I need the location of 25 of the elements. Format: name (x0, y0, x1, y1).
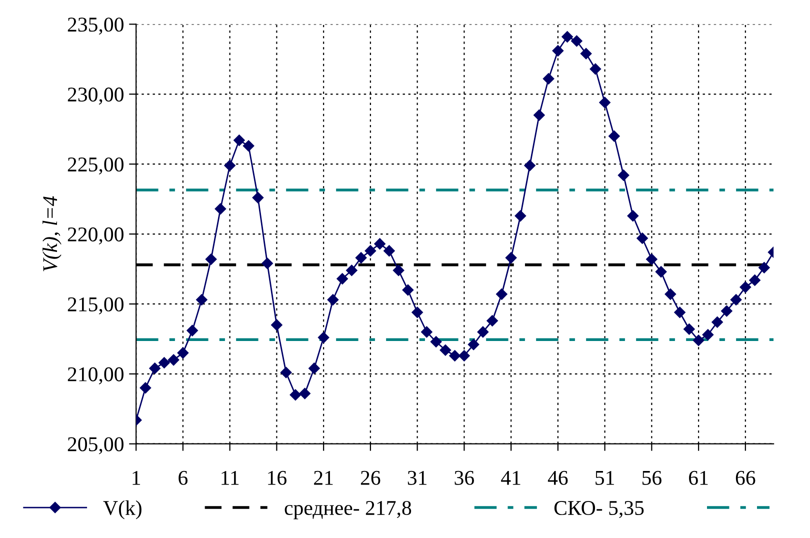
x-tick-label: 21 (314, 470, 333, 485)
legend-label: V(k) (103, 500, 142, 520)
x-tick-label: 16 (268, 470, 286, 485)
x-tick-label: 26 (360, 470, 380, 485)
y-axis-title: V(k), l=4 (42, 196, 62, 272)
x-tick-label: 41 (501, 470, 520, 485)
x-tick-label: 56 (642, 470, 662, 485)
y-tick-label: 230,00 (68, 88, 124, 105)
y-tick-label: 220,00 (68, 227, 124, 244)
y-tick-label: 225,00 (68, 157, 124, 175)
y-tick-label: 210,00 (68, 367, 124, 384)
x-tick-label: 61 (689, 470, 708, 485)
y-tick-label: 205,00 (68, 437, 124, 454)
legend-label: СКО- 5,35 (554, 501, 644, 518)
legend-label: среднее- 217,8 (284, 500, 412, 520)
x-tick-label: 46 (548, 470, 568, 485)
x-tick-label: 36 (454, 470, 474, 485)
x-tick-label: 66 (736, 470, 756, 485)
x-tick-label: 6 (178, 470, 188, 485)
y-tick-label: 215,00 (68, 297, 124, 314)
x-tick-label: 11 (222, 470, 239, 485)
x-tick-label: 31 (408, 470, 426, 485)
x-tick-label: 1 (132, 470, 140, 485)
y-tick-label: 235,00 (68, 18, 124, 35)
x-tick-label: 51 (596, 470, 614, 485)
